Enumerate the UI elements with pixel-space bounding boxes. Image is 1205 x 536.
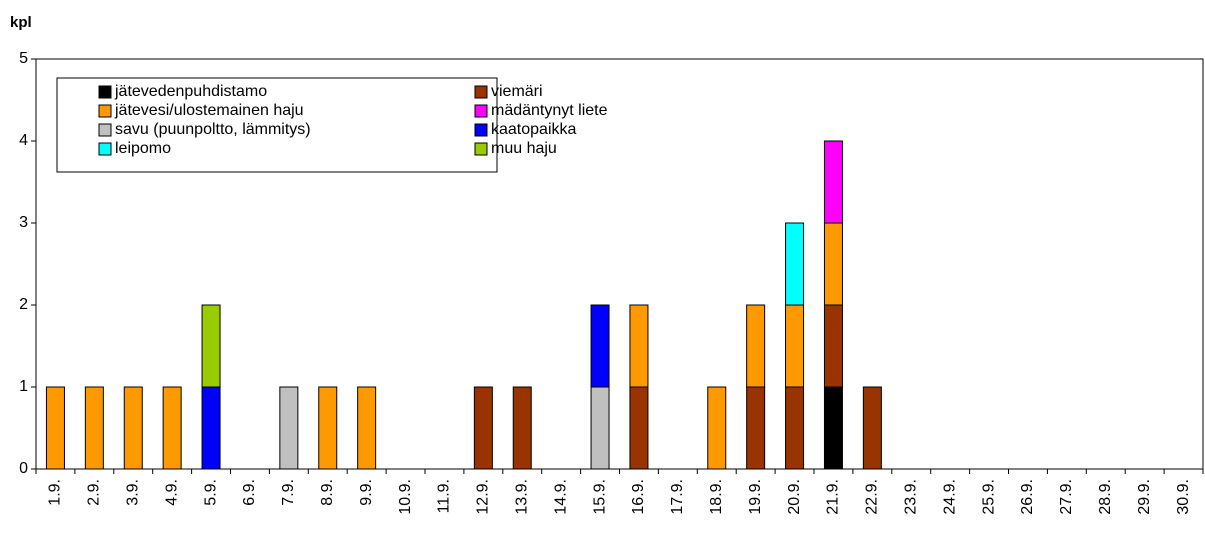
x-tick-label: 7.9. [280, 479, 297, 506]
bar-segment [318, 386, 338, 470]
x-tick-label: 18.9. [708, 479, 725, 515]
bar-segment [84, 386, 104, 470]
x-tick-label: 16.9. [630, 479, 647, 515]
legend-label: savu (puunpoltto, lämmitys) [115, 121, 311, 138]
y-tick-label: 1 [19, 378, 28, 395]
x-tick-label: 15.9. [591, 479, 608, 515]
y-tick-label: 0 [19, 460, 28, 477]
x-tick-label: 14.9. [552, 479, 569, 515]
legend-swatch [98, 104, 112, 118]
x-tick-label: 13.9. [513, 479, 530, 515]
y-tick-label: 4 [19, 132, 28, 149]
legend-label: leipomo [115, 140, 171, 157]
legend-swatch [474, 85, 488, 99]
bar-segment [201, 386, 221, 470]
bar-segment [823, 222, 843, 306]
legend-label: muu haju [491, 140, 557, 157]
legend-box [56, 77, 498, 173]
x-tick-label: 17.9. [669, 479, 686, 515]
x-tick-label: 4.9. [163, 479, 180, 506]
bar-segment [785, 386, 805, 470]
bar-segment [785, 222, 805, 306]
x-tick-label: 5.9. [202, 479, 219, 506]
bar-segment [590, 304, 610, 388]
x-tick-label: 26.9. [1019, 479, 1036, 515]
legend-swatch [474, 142, 488, 156]
x-tick-label: 25.9. [980, 479, 997, 515]
legend-label: jätevedenpuhdistamo [114, 83, 267, 100]
legend-swatch [98, 85, 112, 99]
bar-segment [823, 304, 843, 388]
bar-segment [162, 386, 182, 470]
legend-label: viemäri [491, 83, 543, 100]
x-tick-label: 9.9. [358, 479, 375, 506]
legend-swatch [474, 123, 488, 137]
bar-segment [357, 386, 377, 470]
x-tick-label: 19.9. [747, 479, 764, 515]
bar-segment [201, 304, 221, 388]
bar-segment [45, 386, 65, 470]
bar-segment [629, 304, 649, 388]
legend-swatch [98, 142, 112, 156]
x-tick-label: 29.9. [1136, 479, 1153, 515]
bar-segment [746, 304, 766, 388]
legend-label: mädäntynyt liete [491, 102, 608, 119]
bar-segment [512, 386, 532, 470]
bar-segment [707, 386, 727, 470]
bar-segment [785, 304, 805, 388]
x-tick-label: 2.9. [86, 479, 103, 506]
legend-swatch [98, 123, 112, 137]
bar-segment [746, 386, 766, 470]
x-tick-label: 22.9. [864, 479, 881, 515]
y-tick-label: 3 [19, 214, 28, 231]
y-axis-label: kpl [10, 14, 32, 31]
x-tick-label: 12.9. [475, 479, 492, 515]
x-tick-label: 30.9. [1175, 479, 1192, 515]
legend-swatch [474, 104, 488, 118]
x-tick-label: 8.9. [319, 479, 336, 506]
x-tick-label: 28.9. [1097, 479, 1114, 515]
x-tick-label: 11.9. [436, 479, 453, 513]
bar-segment [823, 386, 843, 470]
bar-segment [629, 386, 649, 470]
bar-segment [473, 386, 493, 470]
x-tick-label: 20.9. [786, 479, 803, 515]
x-tick-label: 1.9. [47, 479, 64, 506]
bar-segment [123, 386, 143, 470]
x-tick-label: 21.9. [825, 479, 842, 515]
x-tick-label: 10.9. [397, 479, 414, 515]
bar-segment [862, 386, 882, 470]
y-tick-label: 2 [19, 296, 28, 313]
bar-segment [590, 386, 610, 470]
x-tick-label: 27.9. [1058, 479, 1075, 515]
x-tick-label: 3.9. [124, 479, 141, 506]
y-tick-label: 5 [19, 50, 28, 67]
bar-segment [279, 386, 299, 470]
legend-label: kaatopaikka [491, 121, 576, 138]
bar-segment [823, 140, 843, 224]
legend-label: jätevesi/ulostemainen haju [114, 102, 304, 119]
x-tick-label: 6.9. [241, 479, 258, 506]
x-tick-label: 24.9. [941, 479, 958, 515]
x-tick-label: 23.9. [902, 479, 919, 515]
